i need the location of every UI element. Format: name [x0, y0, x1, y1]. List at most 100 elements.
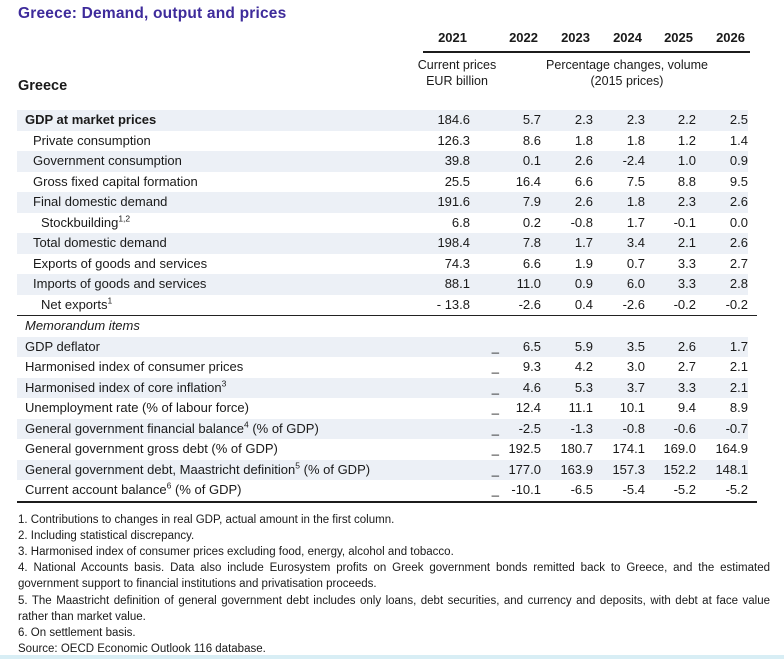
table-row: Harmonised index of core inflation3 _ 4.6 5…: [17, 377, 748, 398]
value-cell: _: [491, 461, 499, 477]
value-cell: 163.9: [560, 461, 593, 477]
value-cell: 3.4: [626, 235, 645, 250]
percentage-changes-header: Percentage changes, volume (2015 prices): [507, 57, 747, 89]
value-cell: -2.6: [622, 296, 645, 312]
value-cell: 1.4: [729, 132, 748, 148]
table-row: Gross fixed capital formation 25.5 16.4 6.6…: [17, 172, 748, 193]
value-cell: 9.5: [729, 173, 748, 189]
row-label: Harmonised index of core inflation3: [25, 378, 227, 395]
value-cell: 5.9: [574, 338, 593, 354]
value-cell: 184.6: [437, 112, 470, 127]
table-row: Current account balance6 (% of GDP) _ -10.…: [17, 480, 748, 501]
table-row: GDP deflator _ 6.5 5.9 3.5 2.6 1.7: [17, 336, 748, 357]
value-cell: -0.8: [622, 420, 645, 436]
year-header-2021: 2021: [438, 30, 467, 45]
value-cell: 7.5: [626, 173, 645, 189]
row-label: Total domestic demand: [33, 235, 167, 250]
value-cell: 9.4: [677, 400, 696, 415]
value-cell: -0.1: [673, 214, 696, 230]
value-cell: -0.6: [673, 420, 696, 436]
value-cell: 191.6: [437, 194, 470, 209]
value-cell: 1.8: [574, 132, 593, 148]
value-cell: 9.3: [522, 359, 541, 374]
value-cell: 2.6: [729, 194, 748, 209]
value-cell: 2.1: [729, 379, 748, 395]
value-cell: 2.8: [729, 276, 748, 291]
value-cell: -2.4: [622, 153, 645, 168]
value-cell: 6.5: [522, 338, 541, 354]
value-cell: 2.7: [677, 359, 696, 374]
value-cell: -10.1: [511, 482, 541, 497]
value-cell: 0.1: [522, 153, 541, 168]
value-cell: 2.6: [729, 235, 748, 250]
value-cell: 2.6: [574, 194, 593, 209]
value-cell: 152.2: [663, 461, 696, 477]
value-cell: 2.6: [677, 338, 696, 354]
value-cell: -2.6: [518, 296, 541, 312]
row-label: Gross fixed capital formation: [33, 173, 198, 189]
value-cell: 3.3: [677, 379, 696, 395]
percentage-changes-line2: (2015 prices): [590, 74, 664, 88]
table-row: Private consumption 126.3 8.6 1.8 1.8 1.2 1.4: [17, 131, 748, 152]
row-label: GDP at market prices: [25, 112, 157, 127]
row-label: GDP deflator: [25, 338, 100, 354]
value-cell: 169.0: [663, 441, 696, 456]
row-label: Private consumption: [33, 132, 151, 148]
value-cell: _: [491, 420, 499, 436]
value-cell: 3.0: [626, 359, 645, 374]
value-cell: 74.3: [444, 255, 470, 271]
value-cell: - 13.8: [436, 296, 470, 312]
year-header-2023: 2023: [561, 30, 590, 45]
row-label: Unemployment rate (% of labour force): [25, 400, 249, 415]
current-prices-header: Current prices EUR billion: [377, 57, 537, 89]
value-cell: 1.8: [626, 194, 645, 209]
value-cell: 7.8: [522, 235, 541, 250]
value-cell: _: [491, 338, 499, 354]
value-cell: -6.5: [570, 482, 593, 497]
value-cell: 7.9: [522, 194, 541, 209]
footnote: 6. On settlement basis.: [18, 626, 136, 639]
value-cell: -5.2: [673, 482, 696, 497]
current-prices-line1: Current prices: [417, 58, 497, 72]
table-row: GDP at market prices 184.6 5.7 2.3 2.3 2.2 2.5: [17, 110, 748, 131]
value-cell: 198.4: [437, 235, 470, 250]
years-header-row: 2021 2022 2023 2024 2025 2026: [17, 30, 748, 45]
value-cell: 1.7: [574, 235, 593, 250]
main-rows-group: GDP at market prices 184.6 5.7 2.3 2.3 2.2 2.5…: [17, 110, 757, 316]
footnote: 4. National Accounts basis. Data also in…: [18, 562, 770, 591]
row-label: Harmonised index of consumer prices: [25, 359, 244, 374]
table-header: 2021 2022 2023 2024 2025 2026 Current pr…: [17, 24, 757, 110]
row-label: General government debt, Maastricht defi…: [25, 460, 371, 477]
value-cell: 6.6: [522, 255, 541, 271]
value-cell: -5.4: [622, 482, 645, 497]
value-cell: 192.5: [508, 441, 541, 456]
value-cell: 174.1: [612, 441, 645, 456]
value-cell: 2.3: [677, 194, 696, 209]
value-cell: 1.9: [574, 255, 593, 271]
value-cell: 0.2: [522, 214, 541, 230]
table-row: Imports of goods and services 88.1 11.0 0.9…: [17, 274, 748, 295]
percentage-changes-line1: Percentage changes, volume: [546, 58, 708, 72]
value-cell: _: [491, 441, 499, 456]
value-cell: 2.1: [729, 359, 748, 374]
header-rule: [423, 51, 750, 53]
value-cell: 10.1: [619, 400, 645, 415]
value-cell: 0.9: [729, 153, 748, 168]
table-row: Net exports1 - 13.8 -2.6 0.4 -2.6 -0.2 -0.2: [17, 295, 748, 316]
table-row: General government gross debt (% of GDP)…: [17, 439, 748, 460]
value-cell: 4.2: [574, 359, 593, 374]
table-row: Stockbuilding1,2 6.8 0.2 -0.8 1.7 -0.1 0.0: [17, 213, 748, 234]
value-cell: 1.7: [626, 214, 645, 230]
footnote: 1. Contributions to changes in real GDP,…: [18, 513, 395, 526]
source-note: Source: OECD Economic Outlook 116 databa…: [18, 643, 266, 656]
value-cell: 2.2: [677, 112, 696, 127]
value-cell: 0.0: [729, 214, 748, 230]
value-cell: 2.5: [729, 112, 748, 127]
value-cell: 1.8: [626, 132, 645, 148]
value-cell: -0.8: [570, 214, 593, 230]
value-cell: 126.3: [437, 132, 470, 148]
value-cell: 11.1: [568, 400, 593, 415]
value-cell: _: [491, 379, 499, 395]
row-label: Net exports1: [41, 295, 113, 312]
